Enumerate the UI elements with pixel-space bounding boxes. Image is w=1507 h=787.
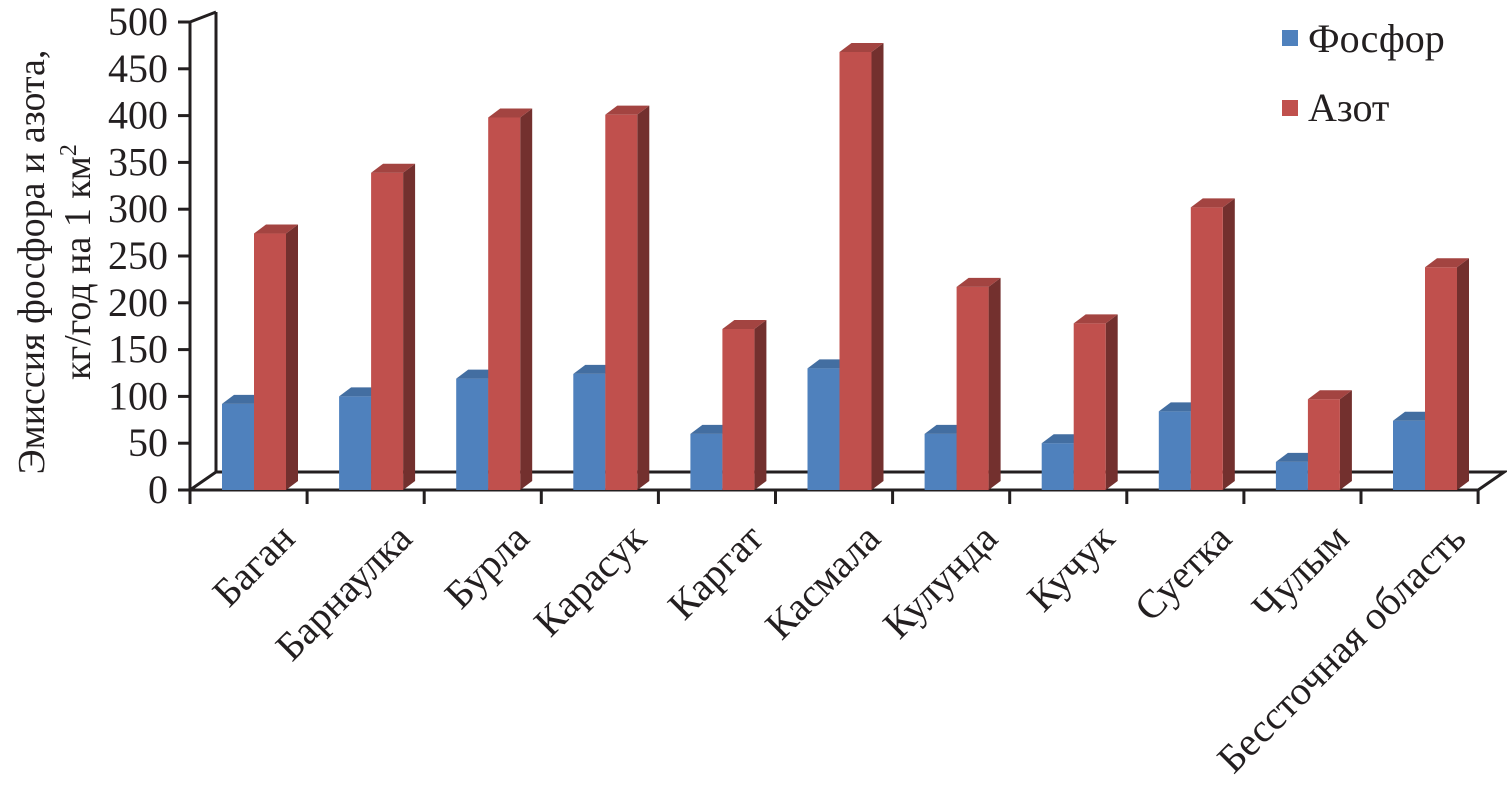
- x-category-label: Кучук: [1018, 515, 1123, 620]
- chart-bars: [222, 42, 1469, 491]
- legend-label-phosphorus: Фосфор: [1308, 16, 1445, 61]
- bar-top: [839, 42, 884, 52]
- bar-side: [988, 277, 1001, 490]
- y-tick-label: 200: [108, 280, 168, 325]
- y-tick-label: 500: [108, 0, 168, 44]
- bar-nitrogen: [1190, 198, 1235, 490]
- bar-front: [605, 114, 638, 490]
- y-tick-label: 50: [128, 420, 168, 465]
- bar-top: [605, 105, 650, 115]
- bar-front: [573, 373, 606, 490]
- y-tick-label: 400: [108, 93, 168, 138]
- bar-top: [254, 224, 298, 234]
- bar-front: [1307, 399, 1340, 490]
- bar-side: [1339, 390, 1352, 490]
- y-tick-label: 0: [148, 467, 168, 512]
- bar-nitrogen: [1425, 258, 1469, 490]
- bar-top: [1307, 390, 1352, 400]
- bar-front: [1041, 443, 1074, 490]
- x-category-label: Баган: [203, 515, 303, 615]
- y-tick-label: 150: [108, 327, 168, 372]
- bar-side: [871, 42, 884, 491]
- bar-front: [1275, 461, 1308, 490]
- x-category-label: Касмала: [756, 515, 889, 648]
- bar-nitrogen: [722, 320, 767, 490]
- bar-side: [520, 108, 533, 491]
- bar-front: [371, 172, 404, 491]
- bar-nitrogen: [1073, 314, 1118, 490]
- y-tick-label: 250: [108, 233, 168, 278]
- bar-top: [956, 277, 1001, 287]
- y-axis-label-superscript: 2: [56, 144, 82, 156]
- bar-front: [924, 433, 957, 490]
- bar-front: [956, 286, 989, 490]
- y-axis-label-line2: кг/год на 1 км: [57, 156, 99, 380]
- bar-nitrogen: [488, 108, 533, 491]
- bar-front: [722, 329, 755, 490]
- y-tick-label: 350: [108, 139, 168, 184]
- bar-top: [1073, 314, 1118, 324]
- legend-label-nitrogen: Азот: [1308, 85, 1389, 130]
- legend: Фосфор Азот: [1282, 16, 1445, 130]
- y-axis-label-line1-text: Эмиссия фосфора и азота,: [11, 50, 53, 475]
- bar-front: [839, 51, 872, 491]
- bar-front: [1425, 267, 1457, 490]
- bar-front: [1073, 323, 1106, 490]
- bar-top: [1425, 258, 1469, 268]
- bar-nitrogen: [254, 224, 298, 490]
- x-category-label: Карасук: [525, 515, 655, 645]
- bar-top: [1190, 198, 1235, 208]
- bar-side: [754, 320, 767, 490]
- x-category-label: Кулунда: [874, 515, 1006, 647]
- bar-front: [1393, 420, 1425, 490]
- bar-front: [807, 368, 840, 490]
- legend-swatch-nitrogen: [1282, 100, 1298, 116]
- bar-front: [254, 233, 286, 490]
- bar-nitrogen: [956, 277, 1001, 490]
- bar-nitrogen: [371, 163, 416, 491]
- x-category-label: Каргат: [659, 515, 772, 628]
- bar-top: [488, 108, 533, 118]
- bar-side: [1222, 198, 1235, 490]
- y-axis-label-line2-text: кг/год на 1 км2: [56, 144, 99, 380]
- bar-front: [1158, 411, 1191, 490]
- y-tick-label: 100: [108, 373, 168, 418]
- bar-front: [1190, 207, 1223, 490]
- y-tick-label: 300: [108, 186, 168, 231]
- x-category-label: Суетка: [1126, 515, 1241, 630]
- legend-swatch-phosphorus: [1282, 30, 1298, 46]
- bar-front: [339, 396, 372, 490]
- bar-side: [286, 224, 298, 490]
- bar-front: [222, 403, 254, 490]
- y-tick-label: 450: [108, 46, 168, 91]
- x-category-label: Бурла: [436, 515, 538, 617]
- bar-front: [456, 378, 489, 490]
- y-axis-top-edge: [189, 10, 217, 24]
- bar-side: [637, 105, 650, 490]
- bar-nitrogen: [605, 105, 650, 490]
- bar-front: [690, 433, 723, 490]
- x-category-label: Чулым: [1243, 515, 1357, 629]
- bar-side: [1457, 258, 1469, 490]
- bar-nitrogen: [839, 42, 884, 491]
- bar-top: [722, 320, 767, 330]
- bar-side: [403, 163, 416, 491]
- bar-front: [488, 117, 521, 491]
- bar-nitrogen: [1307, 390, 1352, 490]
- bar-top: [371, 163, 416, 173]
- bar-side: [1105, 314, 1118, 490]
